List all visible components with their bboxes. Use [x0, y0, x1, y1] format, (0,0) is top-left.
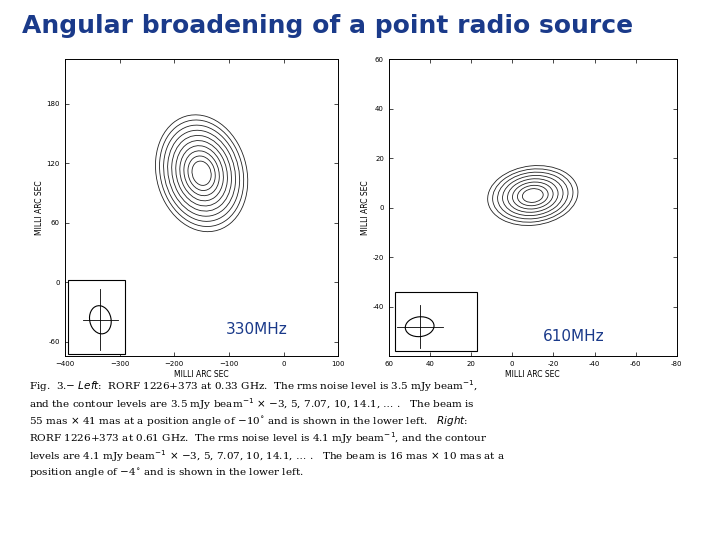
- Bar: [395, 292, 477, 352]
- Text: 610MHz: 610MHz: [543, 329, 605, 344]
- Bar: [68, 280, 125, 354]
- X-axis label: MILLI ARC SEC: MILLI ARC SEC: [505, 370, 560, 379]
- Text: Fig.  3.$-$ $\it{Left}$:  RORF 1226+373 at 0.33 GHz.  The rms noise level is 3.5: Fig. 3.$-$ $\it{Left}$: RORF 1226+373 at…: [29, 378, 505, 480]
- X-axis label: MILLI ARC SEC: MILLI ARC SEC: [174, 370, 229, 379]
- Y-axis label: MILLI ARC SEC: MILLI ARC SEC: [35, 180, 44, 235]
- Y-axis label: MILLI ARC SEC: MILLI ARC SEC: [361, 180, 370, 235]
- Text: 330MHz: 330MHz: [225, 322, 287, 336]
- Text: Angular broadening of a point radio source: Angular broadening of a point radio sour…: [22, 14, 633, 37]
